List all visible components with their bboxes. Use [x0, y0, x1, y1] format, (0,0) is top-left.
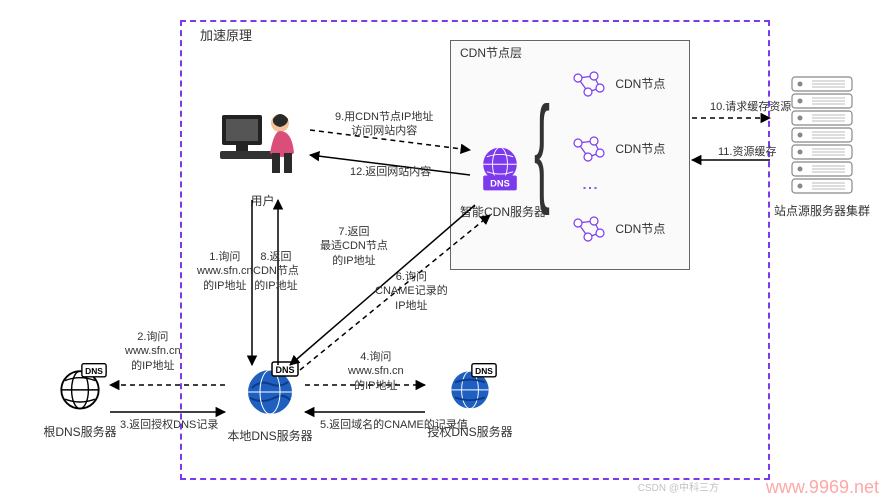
watermark-url: www.9969.net [766, 477, 879, 498]
cdn-ellipsis: ⋮ [580, 180, 599, 198]
node-root-dns: DNS 根DNS服务器 [35, 360, 125, 440]
cluster-icon [568, 68, 608, 102]
local-dns-label: 本地DNS服务器 [225, 427, 315, 444]
globe-purple-icon: DNS [472, 140, 528, 196]
node-cdn-1: CDN节点 [568, 68, 678, 106]
node-smart-cdn: DNS 智能CDN服务器 [460, 140, 540, 220]
node-cdn-2: CDN节点 [568, 133, 678, 171]
origin-label: 站点源服务器集群 [772, 202, 872, 219]
svg-text:DNS: DNS [275, 365, 294, 375]
smart-cdn-label: 智能CDN服务器 [460, 203, 540, 220]
edge-label-e3: 3.返回授权DNS记录 [120, 418, 218, 432]
globe-icon: DNS [442, 360, 498, 416]
svg-text:DNS: DNS [475, 366, 493, 376]
cdn-box-title: CDN节点层 [460, 46, 522, 62]
server-stack-icon [787, 75, 857, 195]
edge-label-e10: 10.请求缓存资源 [710, 100, 791, 114]
curly-brace: { [534, 80, 550, 218]
edge-label-e4: 4.询问 www.sfn.cn 的IP地址 [348, 350, 404, 393]
cdn-node2-label: CDN节点 [615, 142, 665, 156]
node-origin: 站点源服务器集群 [772, 75, 872, 219]
edge-label-e11: 11.资源缓存 [718, 145, 776, 159]
cdn-node3-label: CDN节点 [615, 222, 665, 236]
node-user: 用户 [215, 105, 310, 209]
edge-label-e7: 7.返回 最适CDN节点 的IP地址 [320, 225, 388, 268]
edge-label-e2: 2.询问 www.sfn.cn 的IP地址 [125, 330, 181, 373]
edge-label-e5: 5.返回域名的CNAME的记录值 [320, 418, 468, 432]
edge-label-e8: 8.返回 CDN节点 的IP地址 [253, 250, 299, 293]
root-dns-label: 根DNS服务器 [35, 423, 125, 440]
cdn-node1-label: CDN节点 [615, 77, 665, 91]
edge-label-e6: 6.询问 CNAME记录的 IP地址 [375, 270, 448, 313]
pc-user-icon [218, 105, 308, 185]
edge-label-e12: 12.返回网站内容 [350, 165, 431, 179]
watermark-csdn: CSDN @中科三方 [638, 479, 719, 494]
cluster-icon [568, 133, 608, 167]
node-local-dns: DNS 本地DNS服务器 [225, 360, 315, 444]
edge-label-e9: 9.用CDN节点IP地址 访问网站内容 [335, 110, 433, 139]
globe-bw-icon: DNS [52, 360, 108, 416]
globe-icon: DNS [240, 360, 300, 420]
user-label: 用户 [215, 192, 310, 209]
outer-box-title: 加速原理 [200, 28, 252, 45]
cluster-icon [568, 213, 608, 247]
edge-label-e1: 1.询问 www.sfn.cn 的IP地址 [197, 250, 253, 293]
svg-text:DNS: DNS [490, 179, 510, 189]
node-cdn-3: CDN节点 [568, 213, 678, 251]
svg-text:DNS: DNS [85, 366, 103, 376]
